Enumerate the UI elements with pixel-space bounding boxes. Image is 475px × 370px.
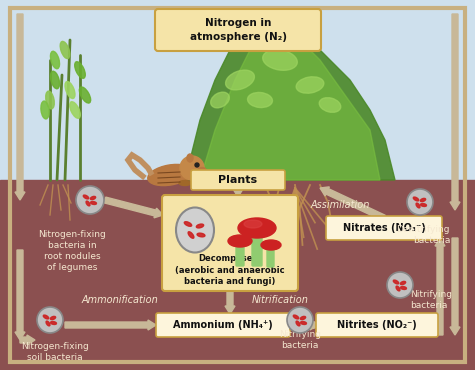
Ellipse shape xyxy=(187,154,193,162)
Ellipse shape xyxy=(41,101,49,119)
Text: Nitrogen-fixing
soil bacteria: Nitrogen-fixing soil bacteria xyxy=(21,342,89,362)
Polygon shape xyxy=(200,25,380,180)
Ellipse shape xyxy=(228,235,252,247)
Ellipse shape xyxy=(301,322,306,324)
FancyBboxPatch shape xyxy=(252,224,262,266)
FancyArrow shape xyxy=(15,250,25,340)
Ellipse shape xyxy=(416,203,420,208)
Ellipse shape xyxy=(261,240,281,250)
Text: Decomposers
(aerobic and anaerobic
bacteria and fungi): Decomposers (aerobic and anaerobic bacte… xyxy=(175,254,285,286)
FancyBboxPatch shape xyxy=(316,313,438,337)
Ellipse shape xyxy=(86,201,90,206)
FancyArrow shape xyxy=(310,320,318,330)
Ellipse shape xyxy=(319,98,341,112)
Ellipse shape xyxy=(293,315,299,319)
Ellipse shape xyxy=(50,316,56,320)
Ellipse shape xyxy=(148,164,192,186)
Text: Denitrifying
bacteria: Denitrifying bacteria xyxy=(397,225,450,245)
FancyBboxPatch shape xyxy=(156,313,290,337)
Ellipse shape xyxy=(50,51,59,69)
FancyArrow shape xyxy=(320,187,385,221)
Circle shape xyxy=(387,272,413,298)
Text: Nitrification: Nitrification xyxy=(252,295,308,305)
Circle shape xyxy=(37,307,63,333)
Ellipse shape xyxy=(396,286,400,291)
FancyArrow shape xyxy=(15,14,25,200)
Circle shape xyxy=(180,156,204,180)
FancyBboxPatch shape xyxy=(155,9,321,51)
Ellipse shape xyxy=(238,218,276,238)
Ellipse shape xyxy=(226,70,255,90)
Ellipse shape xyxy=(46,91,54,109)
Text: Nitrifying
bacteria: Nitrifying bacteria xyxy=(410,290,452,310)
FancyArrow shape xyxy=(65,320,156,330)
Ellipse shape xyxy=(75,62,86,78)
Circle shape xyxy=(407,189,433,215)
Ellipse shape xyxy=(43,315,49,319)
Text: Plants: Plants xyxy=(218,175,257,185)
Bar xyxy=(0,180,475,370)
FancyBboxPatch shape xyxy=(236,239,244,266)
Text: Nitrites (NO₂⁻): Nitrites (NO₂⁻) xyxy=(337,320,417,330)
Ellipse shape xyxy=(413,197,418,201)
Ellipse shape xyxy=(70,102,80,118)
Ellipse shape xyxy=(50,322,57,324)
Text: Nitrates (NO₃⁻): Nitrates (NO₃⁻) xyxy=(342,223,426,233)
Circle shape xyxy=(195,163,199,167)
Ellipse shape xyxy=(83,195,89,199)
Ellipse shape xyxy=(400,281,406,285)
FancyBboxPatch shape xyxy=(326,216,442,240)
Ellipse shape xyxy=(65,81,75,98)
Text: Nitrogen in
atmosphere (N₂): Nitrogen in atmosphere (N₂) xyxy=(190,18,286,41)
FancyBboxPatch shape xyxy=(267,243,274,267)
Polygon shape xyxy=(185,20,395,180)
Ellipse shape xyxy=(296,77,324,93)
Ellipse shape xyxy=(179,181,191,185)
FancyBboxPatch shape xyxy=(162,195,298,291)
FancyArrow shape xyxy=(233,188,243,197)
Ellipse shape xyxy=(244,220,262,228)
Ellipse shape xyxy=(79,87,91,103)
Ellipse shape xyxy=(420,204,427,206)
FancyArrow shape xyxy=(290,320,316,330)
Ellipse shape xyxy=(197,233,205,237)
Ellipse shape xyxy=(196,224,204,228)
FancyBboxPatch shape xyxy=(191,170,285,190)
Ellipse shape xyxy=(184,222,192,226)
Text: Nitrifying
bacteria: Nitrifying bacteria xyxy=(279,330,321,350)
Ellipse shape xyxy=(50,71,59,89)
Ellipse shape xyxy=(60,41,70,58)
Ellipse shape xyxy=(91,202,96,205)
Ellipse shape xyxy=(188,232,194,238)
Ellipse shape xyxy=(263,50,297,70)
Ellipse shape xyxy=(247,92,273,108)
Circle shape xyxy=(76,186,104,214)
FancyArrow shape xyxy=(435,238,445,335)
Ellipse shape xyxy=(400,286,407,289)
Ellipse shape xyxy=(90,196,95,200)
Text: Assimilation: Assimilation xyxy=(310,200,370,210)
Ellipse shape xyxy=(300,316,305,320)
FancyArrow shape xyxy=(104,197,163,218)
Text: Ammonium (NH₄⁺): Ammonium (NH₄⁺) xyxy=(173,320,273,330)
FancyArrow shape xyxy=(225,288,235,314)
Bar xyxy=(0,0,475,180)
Text: Nitrogen-fixing
bacteria in
root nodules
of legumes: Nitrogen-fixing bacteria in root nodules… xyxy=(38,230,106,272)
Ellipse shape xyxy=(46,321,50,326)
Ellipse shape xyxy=(420,198,426,202)
Ellipse shape xyxy=(176,208,214,252)
FancyArrow shape xyxy=(450,238,460,335)
FancyArrow shape xyxy=(450,14,460,210)
Ellipse shape xyxy=(198,168,206,172)
Circle shape xyxy=(287,307,313,333)
Ellipse shape xyxy=(296,321,300,326)
FancyArrow shape xyxy=(20,335,35,345)
Ellipse shape xyxy=(210,92,229,108)
Ellipse shape xyxy=(393,280,399,284)
Text: Ammonification: Ammonification xyxy=(82,295,158,305)
